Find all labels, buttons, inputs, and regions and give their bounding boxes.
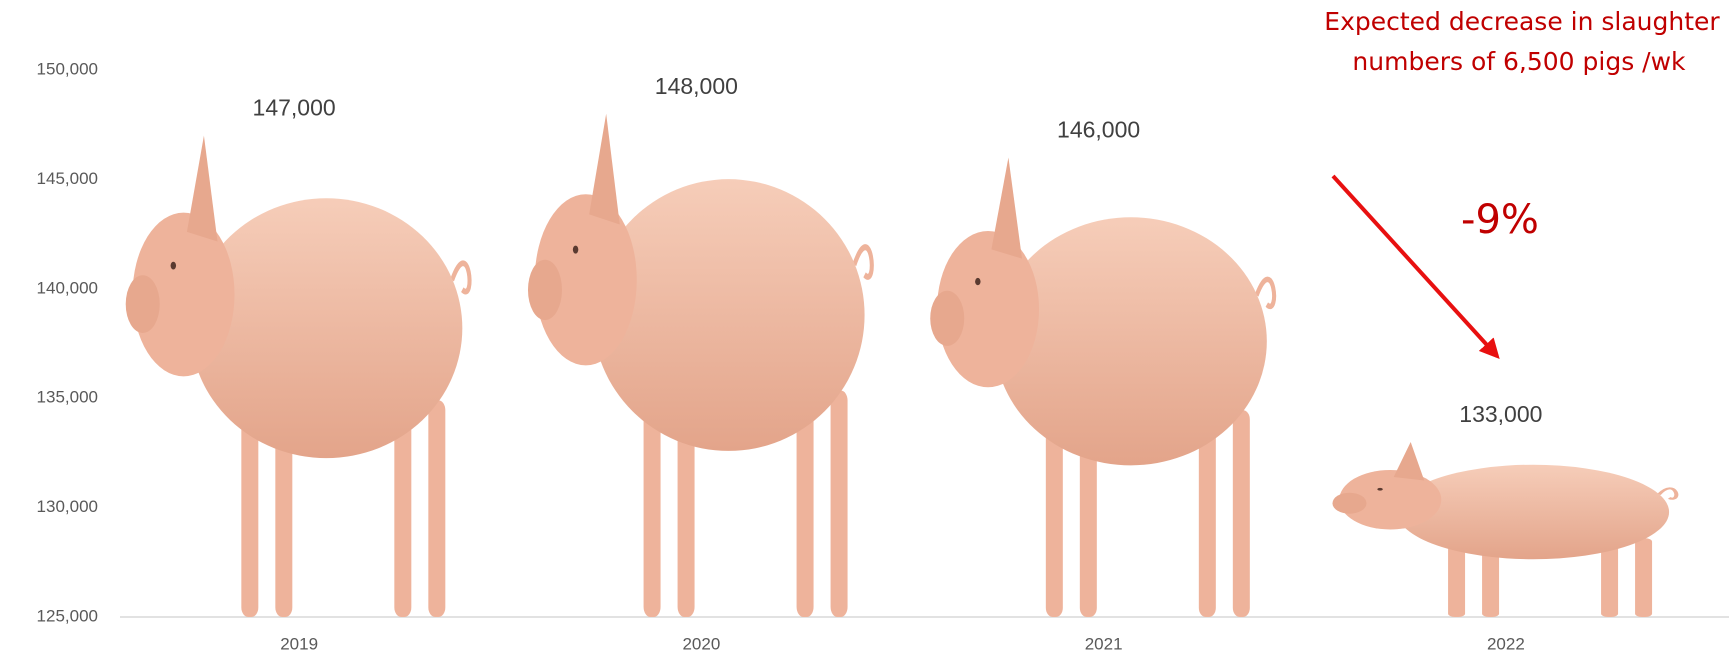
value-label: 148,000 <box>655 73 738 99</box>
change-arrow <box>1331 174 1500 359</box>
pig-bar <box>125 135 472 617</box>
y-tick-label: 125,000 <box>37 606 98 625</box>
y-tick-label: 145,000 <box>37 169 98 188</box>
y-tick-label: 150,000 <box>37 59 98 78</box>
pig-bar <box>527 113 874 617</box>
x-tick-label: 2021 <box>1085 634 1123 653</box>
value-label: 146,000 <box>1057 117 1140 143</box>
annotation-line: numbers of 6,500 pigs /wk <box>1344 47 1686 76</box>
y-tick-label: 140,000 <box>37 278 98 297</box>
y-tick-label: 130,000 <box>37 497 98 516</box>
value-label: 133,000 <box>1459 401 1542 427</box>
change-label: -9% <box>1461 197 1539 243</box>
value-label: 147,000 <box>253 95 336 121</box>
x-tick-label: 2022 <box>1487 634 1525 653</box>
y-tick-label: 135,000 <box>37 388 98 407</box>
x-tick-label: 2019 <box>280 634 318 653</box>
x-tick-label: 2020 <box>682 634 720 653</box>
pig-bar <box>930 157 1277 617</box>
pig-bar <box>1332 441 1679 617</box>
annotation-line: Expected decrease in slaughter <box>1324 7 1720 36</box>
